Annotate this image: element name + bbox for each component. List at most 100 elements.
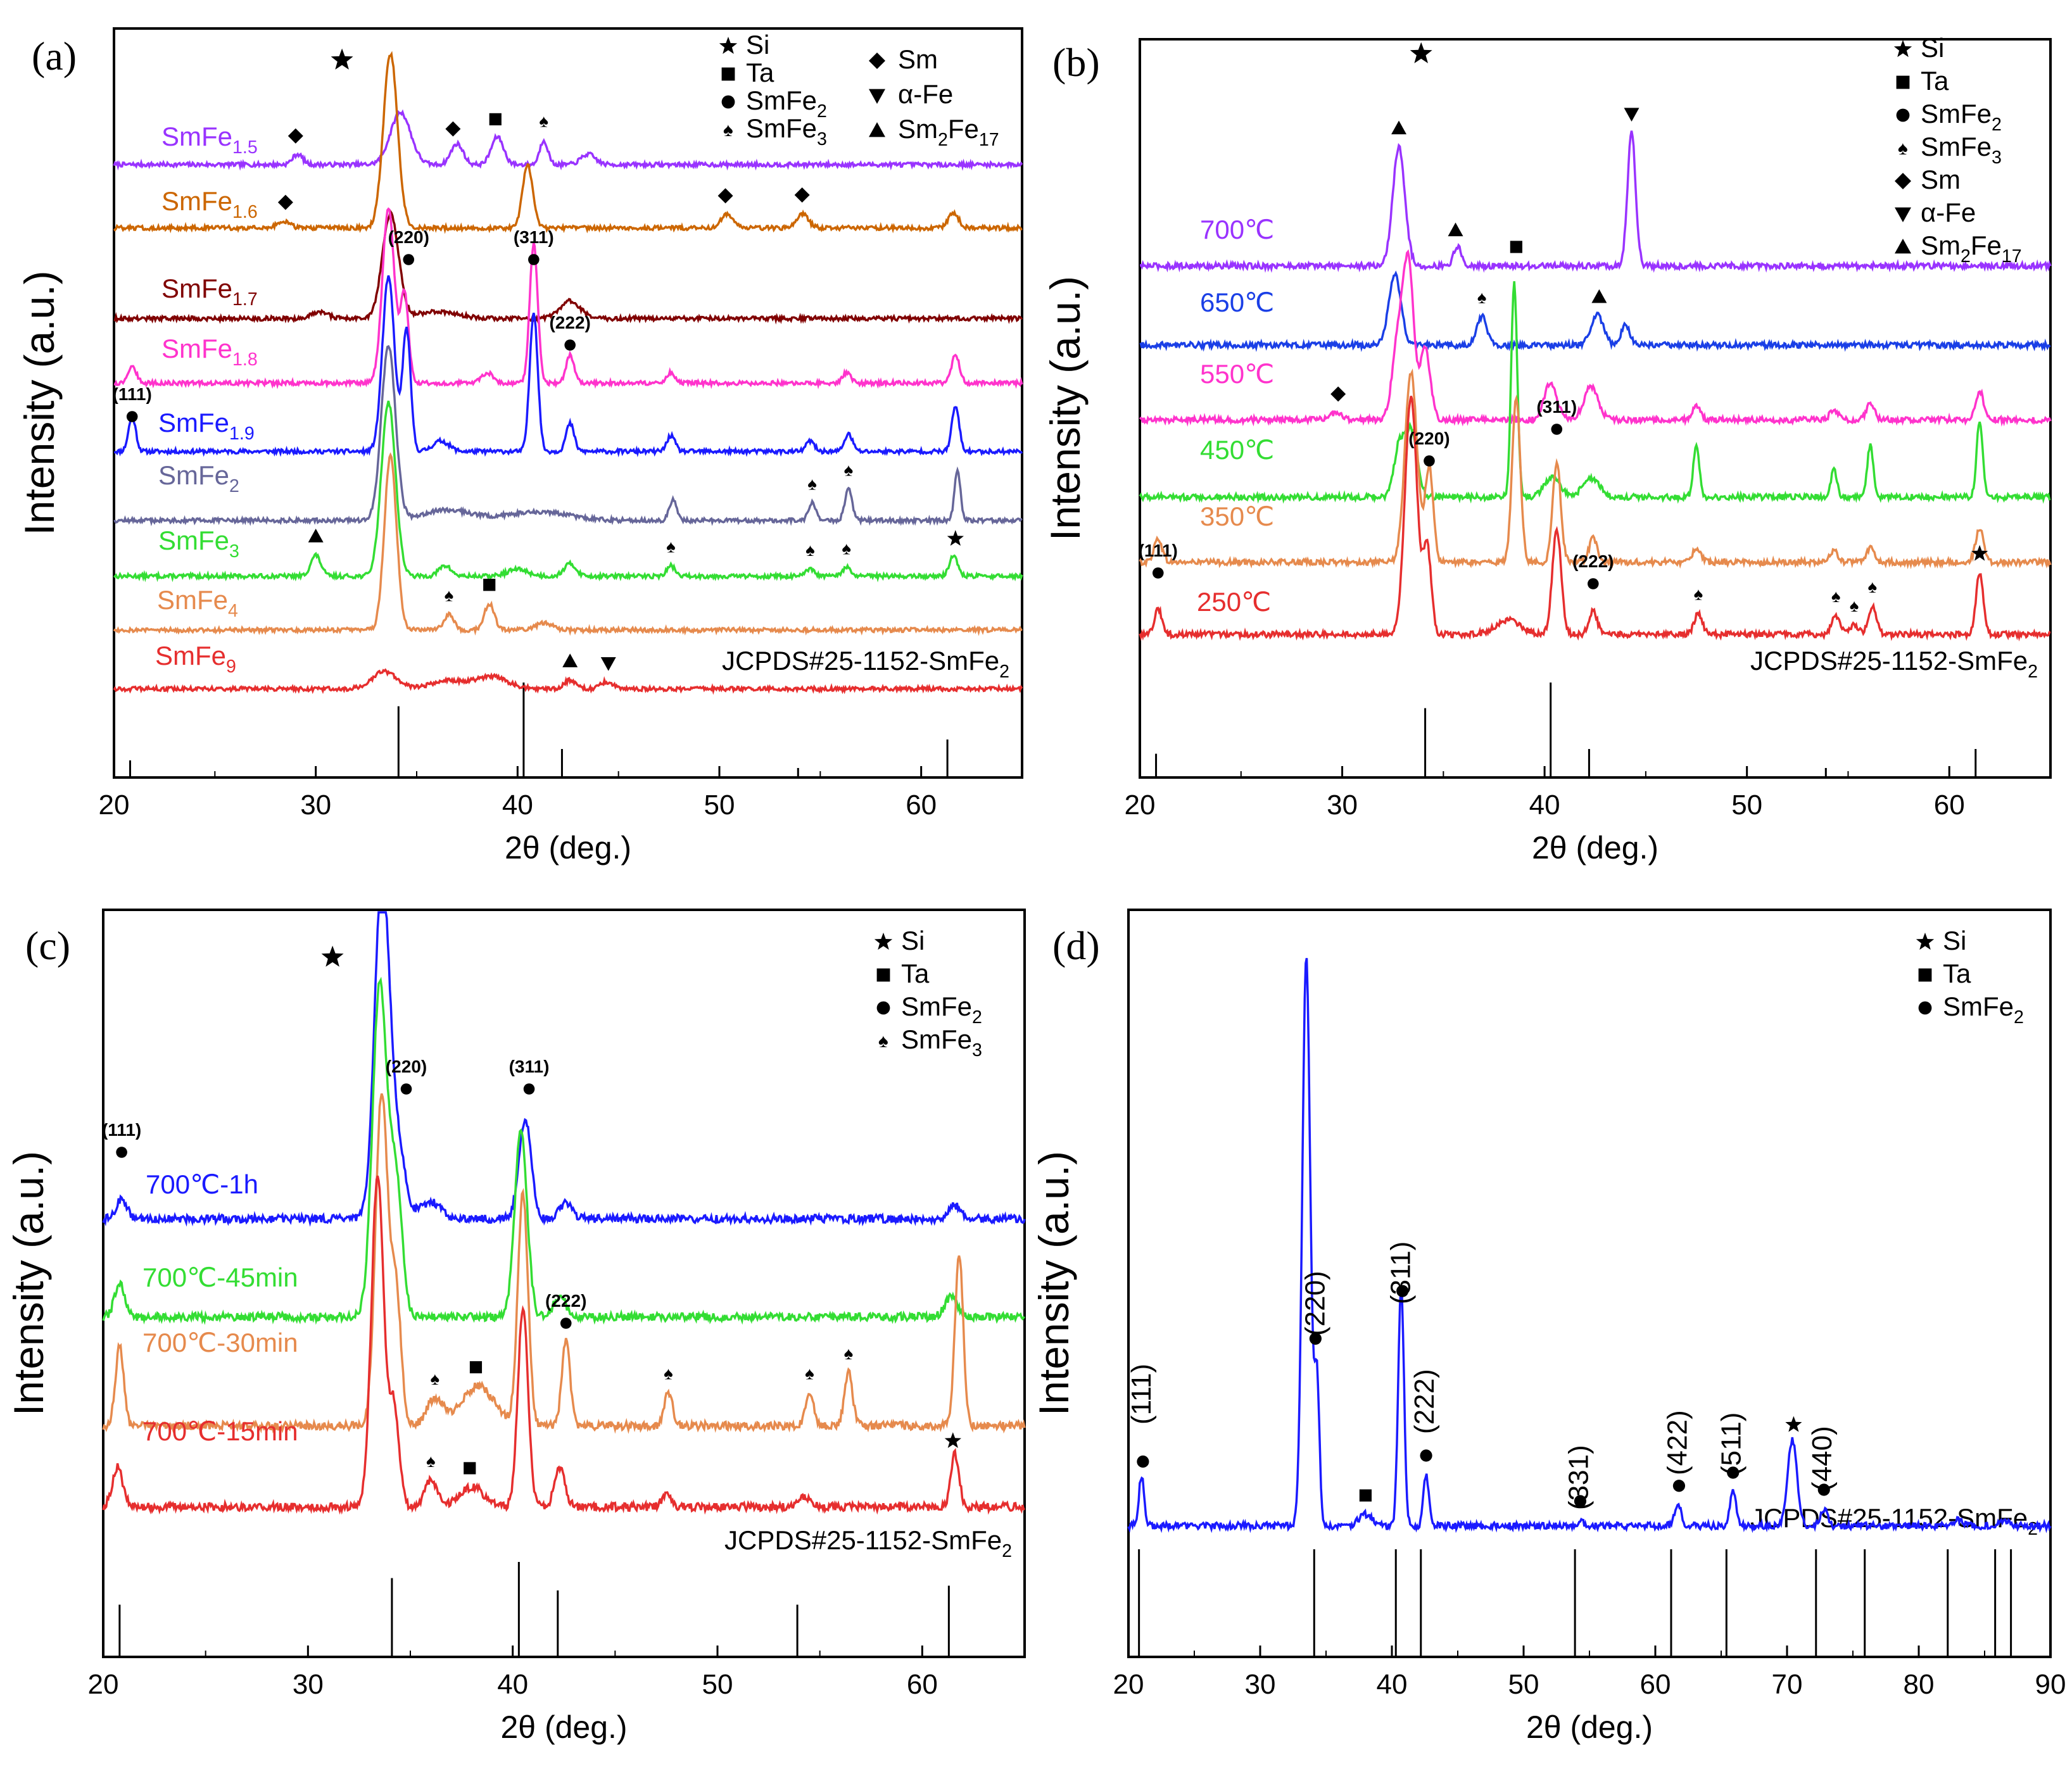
hkl-marker-icon — [1588, 578, 1599, 589]
series-line — [113, 275, 1023, 458]
label-subscript: 3 — [972, 1040, 982, 1060]
plot-frame — [113, 27, 1023, 779]
label-subscript: 3 — [229, 541, 239, 562]
label-base: SmFe — [158, 525, 229, 555]
diamond-icon — [794, 187, 810, 203]
triangle-up-icon — [869, 122, 885, 137]
label-base: JCPDS#25-1152-SmFe — [724, 1525, 1002, 1555]
phase-marker-icon: ♠ — [1867, 577, 1877, 596]
series-label: 700℃ — [1200, 215, 1274, 244]
x-tick-label: 40 — [502, 790, 533, 821]
y-axis-label: Intensity (a.u.) — [16, 270, 63, 535]
legend-label: α-Fe — [898, 79, 953, 109]
circle-icon — [1137, 1455, 1149, 1468]
hkl-label: (311) — [1536, 397, 1577, 417]
phase-marker-icon: ♠ — [805, 540, 815, 560]
x-tick-label: 60 — [1934, 790, 1965, 821]
reference-label: JCPDS#25-1152-SmFe2 — [1750, 1503, 2038, 1539]
label-subscript: 4 — [228, 601, 238, 621]
circle-icon — [400, 1083, 412, 1095]
label-base: Ta — [1943, 959, 1971, 988]
circle-icon — [1551, 424, 1563, 435]
label-base: 350℃ — [1200, 501, 1274, 531]
phase-marker-icon — [1396, 1285, 1409, 1297]
label-subscript: 1.7 — [232, 289, 258, 310]
label-base: α-Fe — [1921, 198, 1976, 227]
circle-icon — [564, 339, 576, 351]
circle-icon — [116, 1147, 127, 1158]
triangle-down-icon — [869, 89, 885, 104]
x-axis-label: 2θ (deg.) — [505, 830, 631, 865]
hkl-marker-icon — [403, 254, 415, 265]
phase-marker-icon — [1591, 289, 1607, 303]
square-icon — [1359, 1489, 1372, 1502]
hkl-marker-icon — [564, 339, 576, 351]
legend-marker-icon — [1896, 75, 1910, 89]
x-tick-label: 40 — [497, 1669, 528, 1700]
hkl-label: (311) — [1386, 1242, 1417, 1304]
phase-marker-icon — [464, 1462, 476, 1475]
label-base: SmFe — [161, 186, 232, 216]
circle-icon — [1420, 1449, 1432, 1462]
phase-marker-icon — [308, 529, 324, 543]
label-base: SmFe — [746, 85, 817, 115]
phase-marker-icon: ♠ — [844, 460, 854, 480]
x-tick-label: 50 — [702, 1669, 733, 1700]
diamond-icon — [287, 128, 303, 144]
hkl-marker-icon — [560, 1318, 572, 1329]
label-base: SmFe — [161, 334, 232, 363]
phase-marker-icon — [1510, 241, 1522, 253]
phase-marker-icon — [277, 194, 293, 210]
star-icon — [1971, 544, 1988, 561]
phase-marker-icon: ♠ — [842, 538, 851, 558]
legend-marker-icon — [721, 95, 735, 109]
legend-marker-icon — [869, 89, 885, 104]
phase-marker-icon: ♠ — [664, 1364, 673, 1383]
label-base: 450℃ — [1200, 435, 1274, 465]
circle-icon — [1396, 1285, 1409, 1297]
star-icon — [1785, 1416, 1802, 1432]
circle-icon — [1727, 1466, 1740, 1479]
x-tick-label: 40 — [1529, 790, 1560, 821]
label-base: 250℃ — [1197, 587, 1271, 617]
spade-icon: ♠ — [1831, 586, 1841, 606]
phase-marker-icon — [287, 128, 303, 144]
spade-icon: ♠ — [807, 474, 817, 494]
circle-icon — [126, 411, 138, 422]
label-base: 700℃ — [1200, 215, 1274, 244]
legend-label: Si — [1921, 33, 1944, 63]
spade-icon: ♠ — [430, 1369, 439, 1388]
spade-icon: ♠ — [1898, 138, 1908, 159]
diamond-icon — [445, 121, 461, 137]
hkl-label: (222) — [549, 313, 590, 332]
spade-icon: ♠ — [445, 585, 454, 605]
x-tick-label: 50 — [704, 790, 735, 821]
hkl-label: (111) — [113, 384, 152, 404]
legend-label: Sm2Fe17 — [1921, 230, 2022, 267]
x-tick-label: 50 — [1731, 790, 1762, 821]
x-tick-label: 20 — [1125, 790, 1156, 821]
series-label: 700℃-45min — [142, 1262, 298, 1292]
triangle-up-icon — [1448, 222, 1463, 237]
hkl-label: (111) — [1139, 541, 1178, 560]
series-line — [1127, 957, 2052, 1533]
series-label: 700℃-15min — [142, 1416, 298, 1446]
label-base: SmFe — [158, 460, 229, 490]
diamond-icon — [717, 188, 733, 204]
series-label: SmFe1.6 — [161, 186, 258, 222]
hkl-label: (311) — [514, 227, 554, 247]
label-base: Si — [1943, 926, 1966, 955]
phase-marker-icon: ♠ — [1850, 596, 1859, 615]
legend-label: SmFe3 — [1921, 132, 2002, 168]
label-base: Sm — [1921, 165, 1961, 194]
phase-marker-icon: ♠ — [445, 585, 454, 605]
x-tick-label: 60 — [1640, 1669, 1671, 1700]
phase-marker-icon — [1359, 1489, 1372, 1502]
square-icon — [464, 1462, 476, 1475]
circle-icon — [528, 254, 540, 265]
legend-label: Ta — [1921, 66, 1949, 96]
label-base: 700℃-1h — [146, 1169, 258, 1199]
circle-icon — [1424, 455, 1435, 467]
legend-label: Sm — [1921, 165, 1961, 194]
